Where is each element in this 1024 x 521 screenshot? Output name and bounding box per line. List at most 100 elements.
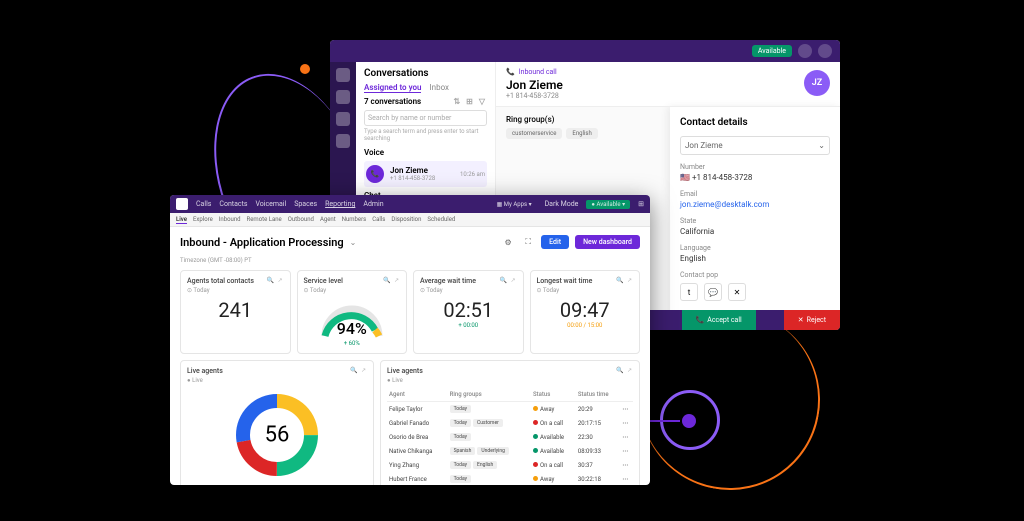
select-value: Jon Zieme [685,141,723,150]
card-actions[interactable]: 🔍 ↗ [616,367,633,374]
card-avg-wait: Average wait time🔍 ↗ ⊙ Today 02:51 + 00:… [413,270,524,354]
metric-delta: + 60% [304,340,401,347]
search-input[interactable]: Search by name or number [364,110,487,126]
table-row[interactable]: Native ChikangaSpanishUnderlyingAvailabl… [387,444,633,458]
table-row[interactable]: Gabriel FanadoTodayCustomerOn a call20:1… [387,416,633,430]
subnav-item[interactable]: Inbound [219,216,241,223]
card-actions[interactable]: 🔍 ↗ [350,367,367,374]
tab-inbox[interactable]: Inbox [429,83,449,93]
chevron-down-icon[interactable]: ⌄ [350,238,357,247]
table-header[interactable]: Ring groups [448,388,531,402]
card-total-contacts: Agents total contacts🔍 ↗ ⊙ Today 241 [180,270,291,354]
card-title: Longest wait time [537,277,593,285]
table-header[interactable] [620,388,633,402]
subnav-item[interactable]: Disposition [391,216,421,223]
subnav-item[interactable]: Outbound [288,216,314,223]
gauge-chart: 94% [317,298,387,340]
field-label: State [680,217,830,225]
row-menu-icon[interactable]: ⋯ [620,472,633,485]
nav-voicemail[interactable]: Voicemail [255,200,286,208]
contact-pop-icon[interactable]: t [680,283,698,301]
status-pill[interactable]: Available [752,45,792,57]
dark-mode-toggle[interactable]: Dark Mode [545,200,579,208]
field-label: Number [680,163,830,171]
subnav-item[interactable]: Numbers [342,216,367,223]
nav-reporting[interactable]: Reporting [325,200,355,208]
expand-icon[interactable]: ⛶ [521,235,535,249]
subnav-item[interactable]: Scheduled [427,216,455,223]
field-label: Contact pop [680,271,830,279]
availability-menu[interactable]: ● Available ▾ [586,200,630,209]
gauge-value: 94% [317,319,387,338]
card-actions[interactable]: 🔍 ↗ [383,277,400,284]
rail-icon[interactable] [336,68,350,82]
row-menu-icon[interactable]: ⋯ [620,402,633,417]
table-row[interactable]: Osorio de BreaTodayAvailable22:30⋯ [387,430,633,444]
item-time: 10:26 am [460,171,485,178]
ring-group-chip: English [566,128,597,139]
contact-avatar: JZ [804,70,830,96]
chevron-down-icon: ⌄ [818,141,825,150]
rail-icon[interactable] [336,90,350,104]
logo-icon[interactable] [176,198,188,210]
table-header[interactable]: Status [531,388,576,402]
subnav-item[interactable]: Explore [193,216,213,223]
avatar-icon: 📞 [366,165,384,183]
item-name: Jon Zieme [390,166,454,175]
card-title: Live agents [387,367,423,375]
rail-icon[interactable] [336,134,350,148]
call-type-label: Inbound call [519,68,557,76]
table-header[interactable]: Status time [576,388,620,402]
subnav-item[interactable]: Agent [320,216,336,223]
subnav-item[interactable]: Remote Lane [247,216,282,223]
settings-icon[interactable]: ⚙ [501,235,515,249]
new-dashboard-button[interactable]: New dashboard [575,235,640,249]
nav-calls[interactable]: Calls [196,200,211,208]
card-service-level: Service level🔍 ↗ ⊙ Today 94% + 60% [297,270,408,354]
metric-delta: + 00:00 [420,322,517,329]
conversation-item[interactable]: 📞 Jon Zieme +1 814-458-3728 10:26 am [364,161,487,187]
contact-pop-icon[interactable]: ✕ [728,283,746,301]
rail-icon[interactable] [336,112,350,126]
card-actions[interactable]: 🔍 ↗ [616,277,633,284]
accept-call-button[interactable]: 📞 Accept call [682,310,756,330]
email-link[interactable]: jon.zieme@desktalk.com [680,200,830,209]
row-menu-icon[interactable]: ⋯ [620,458,633,472]
subnav-item[interactable]: Live [176,216,187,224]
field-value: English [680,254,830,263]
metric-delta: 00:00 / 15:00 [537,322,634,329]
table-row[interactable]: Felipe TaylorTodayAway20:29⋯ [387,402,633,417]
metric-value: 02:51 [420,298,517,322]
tab-assigned[interactable]: Assigned to you [364,83,421,93]
field-value: California [680,227,830,236]
nav-admin[interactable]: Admin [363,200,383,208]
row-menu-icon[interactable]: ⋯ [620,416,633,430]
voice-section-label: Voice [364,148,487,157]
edit-button[interactable]: Edit [541,235,569,249]
topbar-icon[interactable]: ⊞ [638,200,644,208]
metric-value: 241 [187,298,284,322]
row-menu-icon[interactable]: ⋯ [620,444,633,458]
card-subtitle: ⊙ Today [420,287,517,294]
list-controls[interactable]: ⇅ ⊞ ▽ [453,97,487,106]
row-menu-icon[interactable]: ⋯ [620,430,633,444]
field-label: Language [680,244,830,252]
table-row[interactable]: Hubert FranceTodayAway30:22:18⋯ [387,472,633,485]
subnav-item[interactable]: Calls [372,216,385,223]
table-header[interactable]: Agent [387,388,448,402]
table-row[interactable]: Ying ZhangTodayEnglishOn a call30:37⋯ [387,458,633,472]
contact-select[interactable]: Jon Zieme ⌄ [680,136,830,155]
topbar-icon[interactable] [818,44,832,58]
nav-contacts[interactable]: Contacts [219,200,247,208]
card-actions[interactable]: 🔍 ↗ [500,277,517,284]
reject-call-button[interactable]: ✕ Reject [784,310,840,330]
phone-icon: 📞 [506,68,515,76]
card-longest-wait: Longest wait time🔍 ↗ ⊙ Today 09:47 00:00… [530,270,641,354]
card-actions[interactable]: 🔍 ↗ [267,277,284,284]
nav-spaces[interactable]: Spaces [294,200,317,208]
my-apps-menu[interactable]: ▦ My Apps ▾ [492,200,537,209]
contact-pop-icon[interactable]: 💬 [704,283,722,301]
field-value: 🇺🇸 +1 814-458-3728 [680,173,830,182]
topbar-icon[interactable] [798,44,812,58]
card-subtitle: ⊙ Today [537,287,634,294]
